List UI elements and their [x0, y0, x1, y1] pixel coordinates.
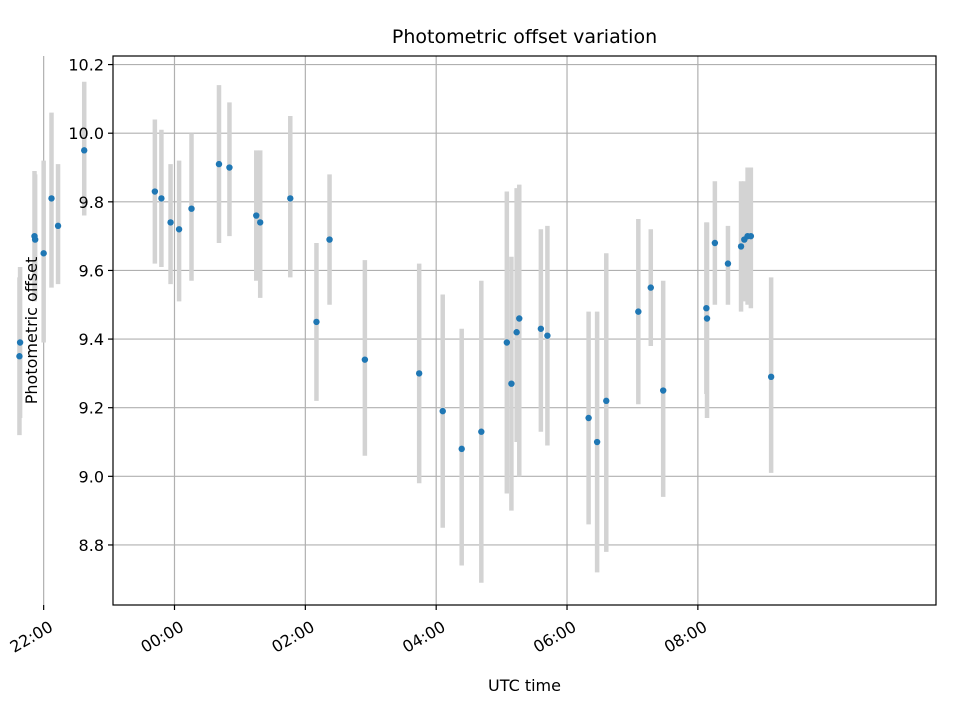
x-axis-label: UTC time [488, 676, 561, 695]
data-point [635, 308, 642, 315]
data-point [508, 380, 515, 387]
data-point [703, 304, 710, 312]
data-point [40, 250, 47, 257]
y-tick-label: 9.0 [79, 467, 104, 486]
data-point [585, 414, 592, 422]
x-axis-ticks: 22:00 00:00 02:00 04:00 06:00 08:00 [7, 605, 710, 657]
data-point [54, 222, 62, 230]
y-tick-label: 10.0 [68, 124, 104, 143]
data-point [537, 325, 545, 332]
data-point [16, 339, 24, 346]
data-point [603, 397, 610, 405]
error-bars [17, 81, 774, 583]
data-point [158, 195, 165, 202]
data-point [167, 219, 174, 226]
x-tick-label: 04:00 [399, 617, 448, 657]
plot-frame [112, 55, 937, 606]
y-tick-label: 9.2 [79, 399, 104, 418]
chart-title: Photometric offset variation [392, 26, 657, 48]
data-point [16, 353, 23, 360]
data-point [151, 188, 159, 195]
data-point [361, 356, 369, 363]
data-point [313, 318, 320, 326]
data-point [31, 236, 39, 243]
y-tick-label: 10.2 [68, 56, 104, 75]
data-point [287, 195, 294, 202]
data-point [703, 315, 711, 322]
data-point [415, 370, 423, 377]
x-tick-label: 00:00 [137, 617, 186, 657]
data-points [16, 147, 775, 453]
data-point [659, 387, 667, 394]
data-point [767, 373, 775, 381]
data-point [175, 226, 183, 233]
data-point [711, 239, 719, 247]
data-point [513, 329, 520, 336]
y-tick-label: 9.8 [79, 193, 104, 212]
data-point [253, 212, 260, 219]
data-point [544, 332, 551, 339]
data-point [747, 232, 755, 240]
y-tick-label: 9.4 [79, 330, 104, 349]
data-point [226, 164, 233, 171]
data-point [188, 205, 195, 212]
data-point [503, 339, 511, 346]
data-point [256, 219, 264, 226]
y-tick-label: 9.6 [79, 261, 104, 280]
x-tick-label: 02:00 [268, 617, 317, 657]
data-point [724, 260, 732, 267]
data-point [478, 428, 485, 435]
data-point [215, 160, 223, 168]
data-point [81, 147, 88, 154]
y-tick-label: 8.8 [79, 536, 104, 555]
grid [43, 56, 936, 605]
data-point [593, 438, 601, 446]
y-axis-label: Photometric offset [22, 257, 41, 405]
x-tick-label: 06:00 [530, 617, 579, 657]
y-axis-ticks: 8.8 9.0 9.2 9.4 9.6 9.8 10.0 10.2 [68, 56, 113, 555]
data-point [516, 315, 523, 322]
data-point [458, 445, 465, 453]
data-point [439, 407, 446, 415]
x-tick-label: 08:00 [661, 617, 710, 657]
data-point [326, 236, 333, 243]
data-point [48, 195, 55, 202]
data-point [737, 243, 745, 250]
x-tick-label: 22:00 [7, 617, 56, 657]
data-point [647, 284, 654, 291]
